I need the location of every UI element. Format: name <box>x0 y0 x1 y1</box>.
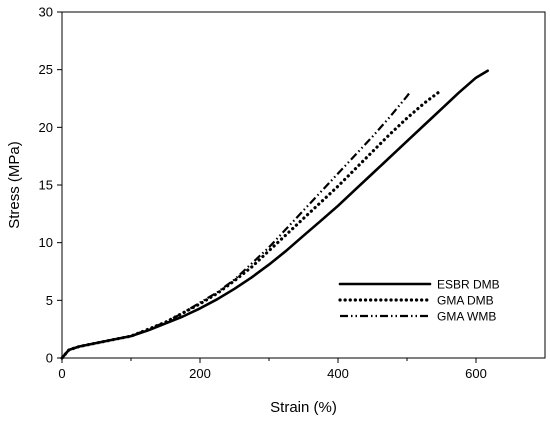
legend-label: GMA DMB <box>437 294 494 308</box>
series-lines <box>60 69 490 360</box>
y-axis-title: Stress (MPa) <box>6 141 23 229</box>
x-axis-ticks: 0 200 400 600 <box>58 358 487 381</box>
x-axis-title: Strain (%) <box>270 399 337 416</box>
y-tick-label: 15 <box>39 178 53 193</box>
y-tick-label: 0 <box>46 351 53 366</box>
y-tick-label: 5 <box>46 293 53 308</box>
series-line-gma-dmb <box>60 91 440 360</box>
y-tick-label: 30 <box>39 5 53 20</box>
y-tick-label: 10 <box>39 235 53 250</box>
legend-entry: GMA WMB <box>340 310 496 324</box>
x-tick-label: 200 <box>189 366 211 381</box>
legend: ESBR DMB GMA DMB GMA WMB <box>338 278 500 324</box>
legend-label: ESBR DMB <box>437 278 500 292</box>
legend-entry: GMA DMB <box>338 294 494 308</box>
legend-label: GMA WMB <box>437 310 496 324</box>
series-line-gma-wmb <box>61 90 412 359</box>
y-tick-label: 25 <box>39 62 53 77</box>
x-tick-label: 600 <box>465 366 487 381</box>
y-axis-ticks: 0 5 10 15 20 25 30 <box>39 5 62 366</box>
x-tick-label: 400 <box>327 366 349 381</box>
x-tick-label: 0 <box>58 366 65 381</box>
legend-entry: ESBR DMB <box>338 278 500 292</box>
y-tick-label: 20 <box>39 120 53 135</box>
